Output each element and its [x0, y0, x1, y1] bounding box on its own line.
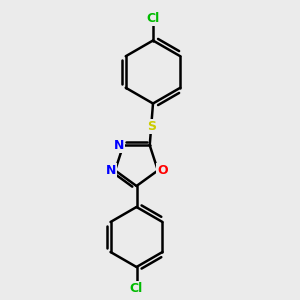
Text: S: S [147, 120, 156, 133]
Text: N: N [105, 164, 116, 177]
Text: Cl: Cl [130, 282, 143, 296]
Text: N: N [114, 139, 124, 152]
Text: Cl: Cl [146, 11, 160, 25]
Text: O: O [157, 164, 168, 177]
